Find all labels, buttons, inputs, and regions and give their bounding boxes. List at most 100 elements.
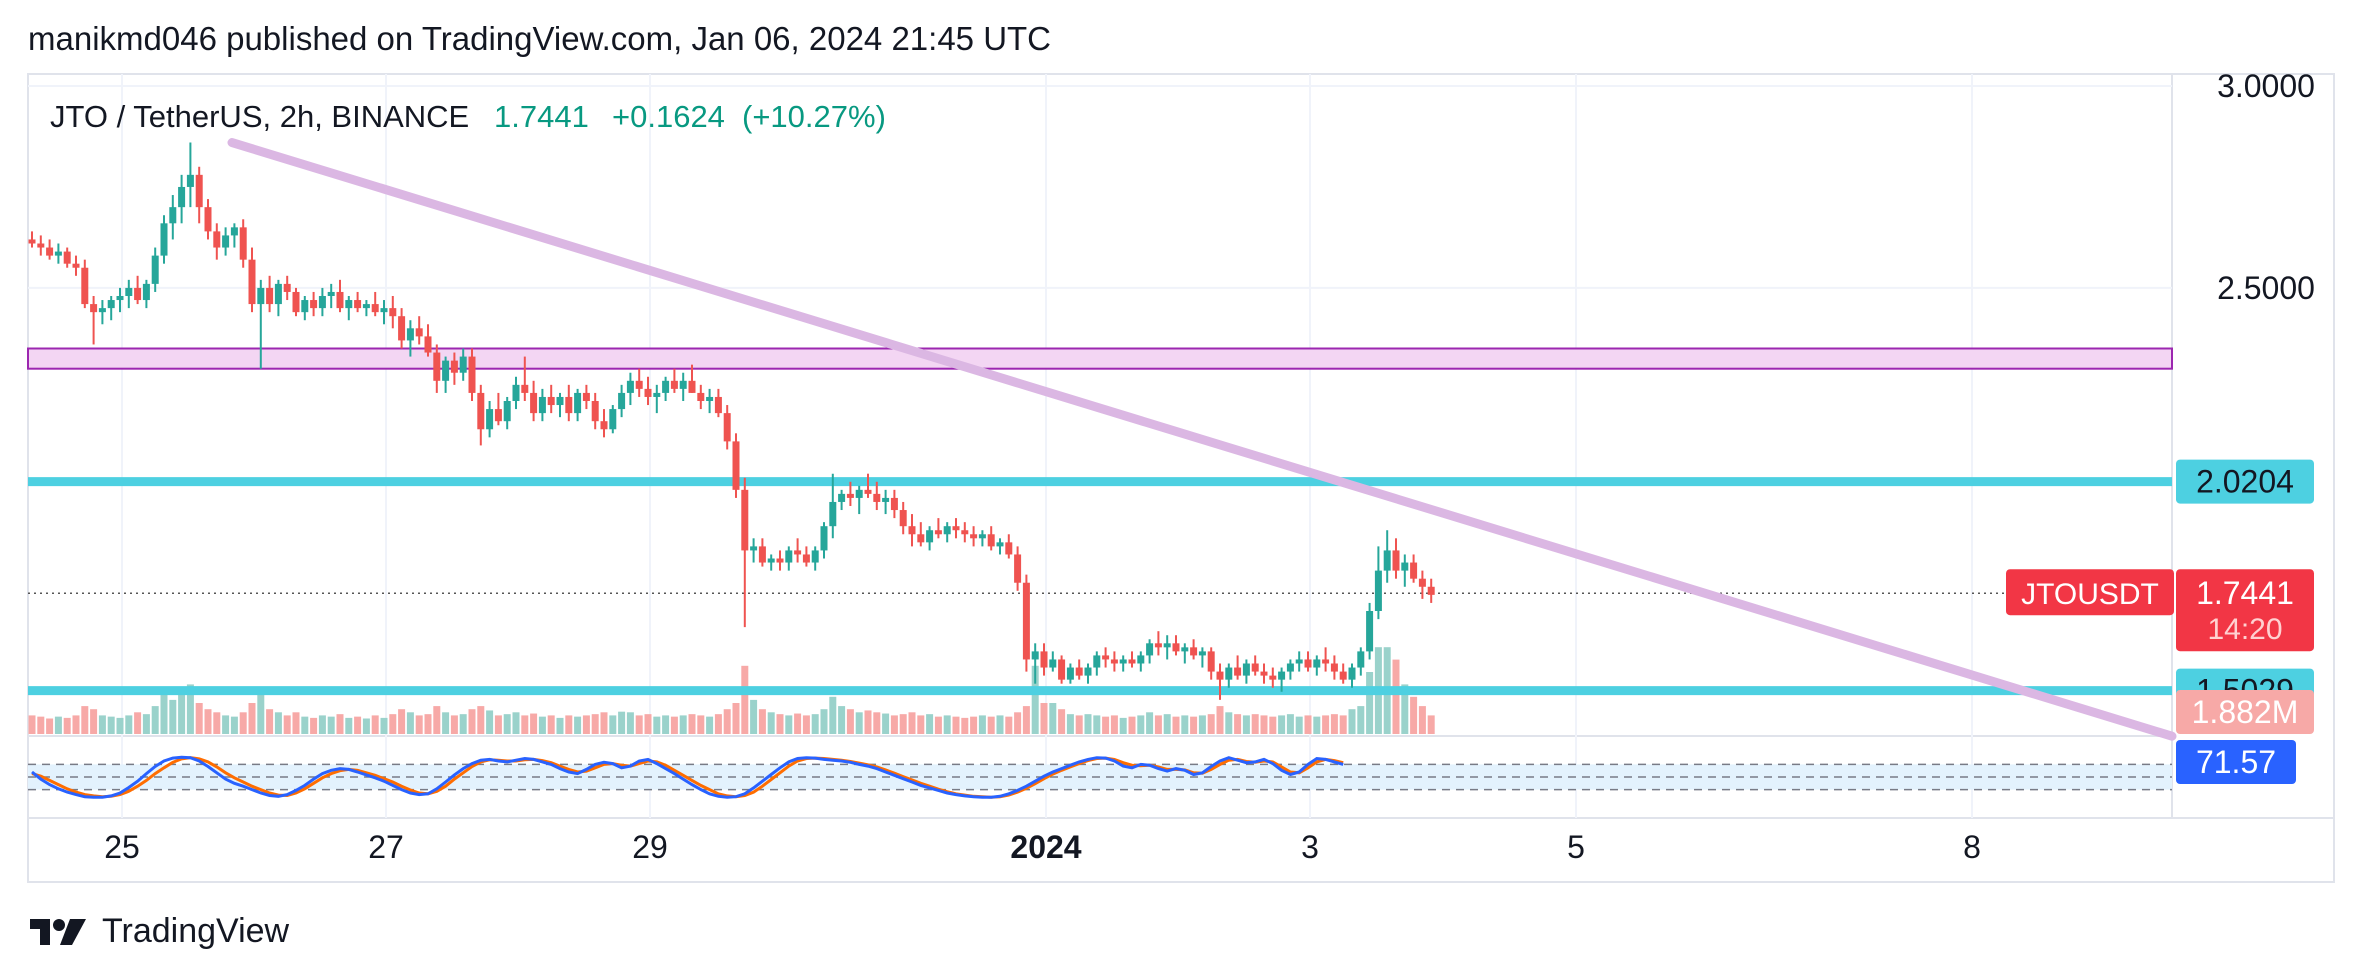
candle-body [1022,582,1030,660]
candle-body [1181,647,1189,652]
volume-bar [459,714,467,734]
candle-body [723,413,731,442]
volume-bar [530,713,538,734]
y-tick-label: 2.5000 [2217,270,2315,306]
candle-body [556,396,564,406]
volume-bar [1339,715,1347,734]
volume-bar [732,703,740,734]
x-tick-label: 27 [368,829,404,865]
volume-bar [934,716,942,734]
candle-body [398,316,406,341]
candle-body [732,441,740,490]
candle-body [204,207,212,232]
volume-bar [1154,715,1162,734]
candle-body [618,392,626,410]
candle-body [222,235,230,248]
tradingview-logo[interactable]: TradingView [28,912,289,951]
candle-body [1110,659,1118,664]
volume-bar [442,712,450,734]
volume-bar [125,715,133,734]
volume-bar [565,715,573,734]
volume-bar [846,709,854,734]
candle-body [274,283,282,305]
volume-bar [917,715,925,734]
candle-body [714,396,722,414]
volume-bar [266,709,274,734]
volume-bars [28,647,1435,734]
resistance-zone-rect [27,347,2173,370]
volume-bar [213,712,221,734]
volume-bar [327,716,335,734]
candle-body [486,409,494,430]
candle-body [970,534,978,539]
price-tag-bg [2176,569,2314,652]
candle-body [1392,550,1400,571]
candle-body [1216,671,1224,680]
candle-body [327,291,335,296]
volume-bar [450,715,458,734]
volume-bar [46,718,54,734]
volume-bar [274,712,282,734]
candle-body [98,308,106,313]
volume-bar [1190,716,1198,734]
volume-bar [952,716,960,734]
volume-bar [855,712,863,734]
volume-bar [521,715,529,734]
volume-bar [697,715,705,734]
candle-body [107,300,115,309]
volume-tag-bg [2176,690,2314,734]
volume-bar [362,718,370,734]
symbol-tag-bg [2006,569,2174,616]
candle-body [926,530,934,543]
candle-body [609,409,617,430]
volume-bar [547,715,555,734]
candle-body [1366,611,1374,652]
candle-body [1295,659,1303,664]
candle-body [776,558,784,563]
candle-body [565,396,573,414]
volume-bar [1330,714,1338,734]
candle-body [741,489,749,551]
volume-bar [107,716,115,734]
candle-body [213,231,221,248]
volume-bar [978,715,986,734]
candle-body [582,392,590,401]
volume-bar [1216,706,1224,734]
volume-bar [28,715,36,734]
level-tag-bg [2176,459,2314,504]
candle-body [459,356,467,373]
volume-bar [318,715,326,734]
candle-body [794,550,802,555]
candle-body [1357,651,1365,668]
candle-body [1049,659,1057,668]
volume-bar [987,716,995,734]
candle-body [195,174,203,208]
volume-bar [1251,714,1259,734]
candle-body [978,534,986,539]
candle-body [530,392,538,414]
volume-bar [1427,715,1435,734]
volume-bar [741,665,749,734]
candle-body [1163,643,1171,648]
candle-body [186,174,194,187]
candle-body [996,542,1004,547]
stoch-d-line [31,756,1344,799]
trendline[interactable] [227,138,2177,741]
volume-bar [468,709,476,734]
volume-bar [758,709,766,734]
volume-bar [354,716,362,734]
candle-body [433,352,441,381]
stochastic-pane [28,755,2172,799]
volume-bar [714,714,722,734]
volume-bar [494,715,502,734]
volume-bar [230,716,238,734]
volume-bar [257,693,265,734]
candle-body [1128,659,1136,664]
candle-body [512,384,520,401]
volume-bar [63,717,71,734]
x-tick-label: 5 [1567,829,1585,865]
price-tag-value: 1.7441 [2196,575,2294,611]
candle-body [1374,570,1382,611]
volume-bar [1269,716,1277,734]
